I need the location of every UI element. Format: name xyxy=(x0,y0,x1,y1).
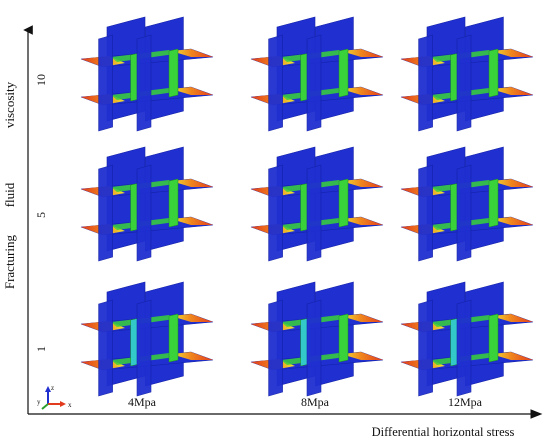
vertical-plane-front xyxy=(136,164,152,262)
vertical-plane-front xyxy=(98,299,113,397)
fracture-tip-right xyxy=(491,87,533,95)
vertical-plane-front xyxy=(418,34,433,132)
fracture-tip-right xyxy=(341,314,383,322)
vertical-plane-front xyxy=(268,34,283,132)
fracture-tip-right xyxy=(341,179,383,187)
vertical-fracture xyxy=(168,48,179,98)
vertical-plane-front xyxy=(98,164,113,262)
vertical-plane-front xyxy=(268,164,283,262)
panel-r1-c3 xyxy=(400,16,534,132)
row-label-1: 1 xyxy=(34,346,48,352)
fracture-tip-right xyxy=(341,87,383,95)
panel-r3-c2 xyxy=(250,281,384,397)
fracture-tip-right xyxy=(491,179,533,187)
x-axis-title: Differential horizontal stress xyxy=(372,425,515,439)
triad-x-label: x xyxy=(68,401,72,409)
vertical-fracture xyxy=(338,313,349,363)
column-label-4mpa: 4Mpa xyxy=(128,395,157,409)
fracture-tip-right xyxy=(491,217,533,225)
triad-y-label: y xyxy=(37,398,41,406)
vertical-plane-front xyxy=(306,164,322,262)
column-label-12mpa: 12Mpa xyxy=(448,395,483,409)
panel-r1-c2 xyxy=(250,16,384,132)
y-axis-title-part-2: fluid xyxy=(2,182,17,207)
fracture-tip-right xyxy=(491,49,533,57)
row-label-5: 5 xyxy=(34,212,48,218)
vertical-fracture xyxy=(488,178,499,228)
vertical-fracture xyxy=(338,178,349,228)
column-label-8mpa: 8Mpa xyxy=(301,395,330,409)
fracture-tip-right xyxy=(171,352,213,360)
vertical-plane-front xyxy=(136,34,152,132)
vertical-fracture xyxy=(168,178,179,228)
panel-r1-c1 xyxy=(80,16,214,132)
vertical-fracture xyxy=(488,48,499,98)
vertical-plane-front xyxy=(456,164,472,262)
y-axis-title-part-1: Fracturing xyxy=(2,235,17,290)
y-axis-title-part-3: viscosity xyxy=(2,81,17,128)
panel-r2-c3 xyxy=(400,146,534,262)
vertical-plane-front xyxy=(456,299,472,397)
fracture-tip-right xyxy=(491,314,533,322)
vertical-fracture xyxy=(488,313,499,363)
vertical-plane-front xyxy=(136,299,152,397)
fracture-tip-right xyxy=(341,217,383,225)
fracture-tip-right xyxy=(491,352,533,360)
fracture-tip-right xyxy=(171,179,213,187)
fracture-tip-right xyxy=(341,49,383,57)
panel-r3-c3 xyxy=(400,281,534,397)
vertical-fracture xyxy=(168,313,179,363)
fracture-tip-right xyxy=(171,87,213,95)
vertical-fracture xyxy=(338,48,349,98)
triad-z-label: z xyxy=(51,384,54,392)
vertical-plane-front xyxy=(418,299,433,397)
vertical-plane-front xyxy=(418,164,433,262)
coordinate-triad: z y x xyxy=(37,384,72,410)
vertical-plane-front xyxy=(306,299,322,397)
fracture-tip-right xyxy=(341,352,383,360)
fracture-tip-right xyxy=(171,49,213,57)
fracture-tip-right xyxy=(171,314,213,322)
row-label-10: 10 xyxy=(34,74,48,86)
panel-r3-c1 xyxy=(80,281,214,397)
vertical-plane-front xyxy=(306,34,322,132)
panel-r2-c2 xyxy=(250,146,384,262)
panel-r2-c1 xyxy=(80,146,214,262)
vertical-plane-front xyxy=(98,34,113,132)
vertical-plane-front xyxy=(456,34,472,132)
vertical-plane-front xyxy=(268,299,283,397)
fracture-tip-right xyxy=(171,217,213,225)
